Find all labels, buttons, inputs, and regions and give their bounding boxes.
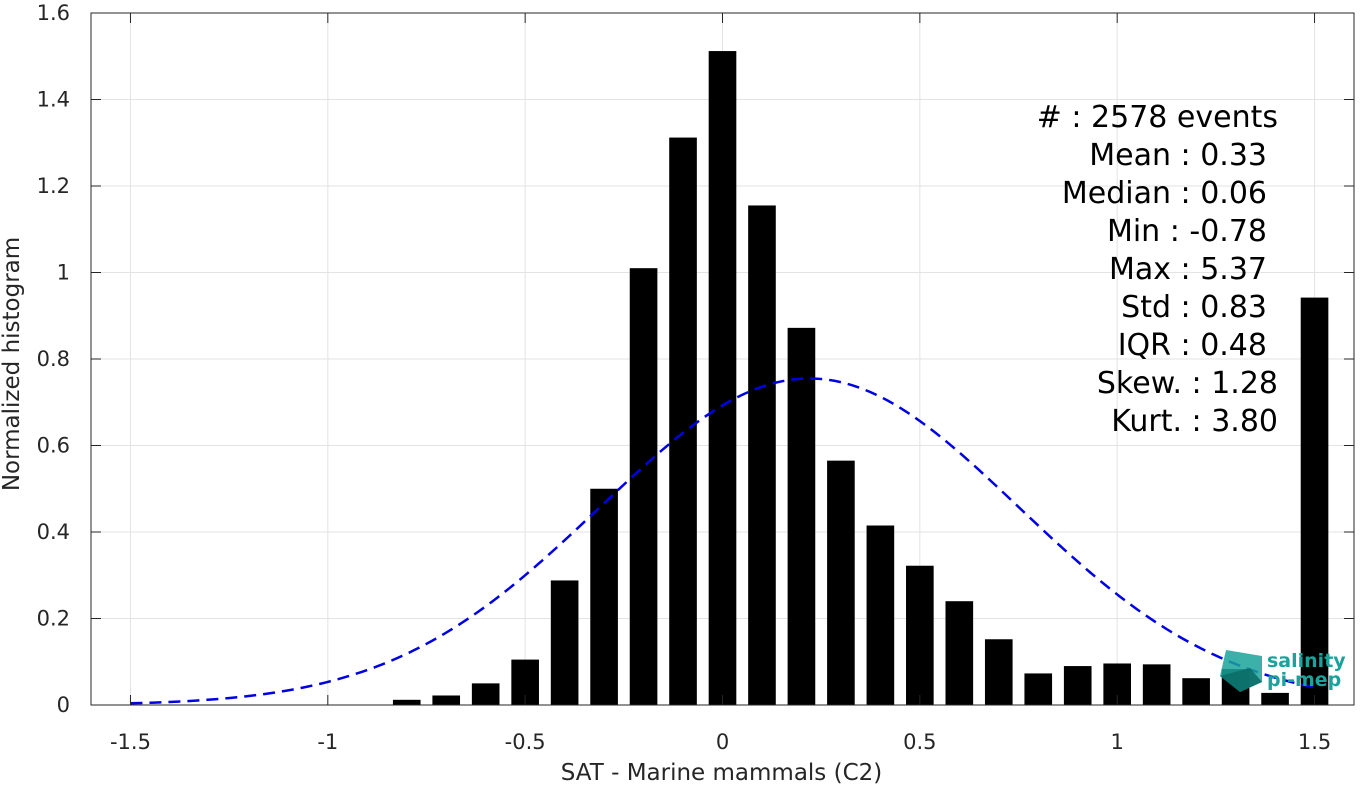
histogram-bar (590, 488, 618, 705)
x-tick-label: -1 (317, 730, 338, 754)
histogram-bar (1261, 692, 1289, 705)
stats-line: Min : -0.78 (1107, 214, 1267, 249)
y-tick-label: 0.4 (37, 520, 70, 544)
y-tick-label: 1.6 (37, 1, 70, 25)
histogram-bar (471, 683, 500, 705)
y-tick-label: 0.2 (37, 607, 70, 631)
x-tick-label: -0.5 (505, 730, 546, 754)
axis-ticks (91, 12, 1354, 706)
x-tick-label: 0 (716, 730, 729, 754)
histogram-bar (984, 639, 1013, 705)
histogram-bar (1300, 297, 1329, 705)
histogram-bars (392, 51, 1329, 706)
logo-shape-front (1220, 668, 1262, 692)
x-tick-label: 1.5 (1298, 730, 1331, 754)
y-tick-label: 1.2 (37, 174, 70, 198)
stats-line: Max : 5.37 (1109, 252, 1267, 287)
x-axis-label: SAT - Marine mammals (C2) (561, 760, 883, 785)
y-tick-label: 0.8 (37, 347, 70, 371)
histogram-bar (550, 580, 579, 705)
histogram-bar (629, 268, 658, 705)
histogram-bar (708, 51, 737, 706)
histogram-bar (827, 460, 855, 705)
x-tick-label: 0.5 (903, 730, 936, 754)
histogram-bar (392, 699, 421, 705)
histogram-bar (906, 565, 934, 705)
x-tick-label: 1 (1111, 730, 1124, 754)
stats-line: IQR : 0.48 (1118, 328, 1267, 363)
histogram-bar (1024, 673, 1053, 705)
normal-fit-curve (130, 377, 1315, 705)
y-tick-labels: 0 0.2 0.4 0.6 0.8 1 1.2 1.4 1.6 (37, 1, 70, 717)
histogram-bar (866, 525, 895, 705)
stats-line: Skew. : 1.28 (1097, 366, 1278, 401)
stats-line: Mean : 0.33 (1089, 138, 1267, 173)
y-axis-label: Normalized histogram (0, 237, 25, 491)
histogram-bar (432, 695, 461, 705)
histogram-bar (669, 137, 697, 705)
x-tick-labels: -1.5 -1 -0.5 0 0.5 1 1.5 (110, 730, 1331, 754)
salinity-pimep-logo: salinity pi-mep (1220, 650, 1346, 692)
stats-line: # : 2578 events (1037, 100, 1278, 135)
y-tick-label: 1.4 (37, 88, 70, 112)
y-tick-label: 1 (57, 261, 70, 285)
histogram-bar (1063, 666, 1092, 705)
stats-line: Kurt. : 3.80 (1111, 404, 1278, 439)
histogram-bar (945, 601, 974, 705)
histogram-bar (1142, 664, 1171, 705)
stats-line: Std : 0.83 (1121, 290, 1267, 325)
y-tick-label: 0.6 (37, 434, 70, 458)
x-tick-label: -1.5 (110, 730, 151, 754)
stats-line: Median : 0.06 (1062, 176, 1267, 211)
histogram-bar (748, 205, 776, 705)
y-tick-label: 0 (57, 693, 70, 717)
histogram-bar (1182, 678, 1210, 705)
logo-text-line1: salinity (1267, 650, 1346, 672)
logo-text-line2: pi-mep (1267, 669, 1341, 691)
histogram-bar (787, 327, 816, 705)
